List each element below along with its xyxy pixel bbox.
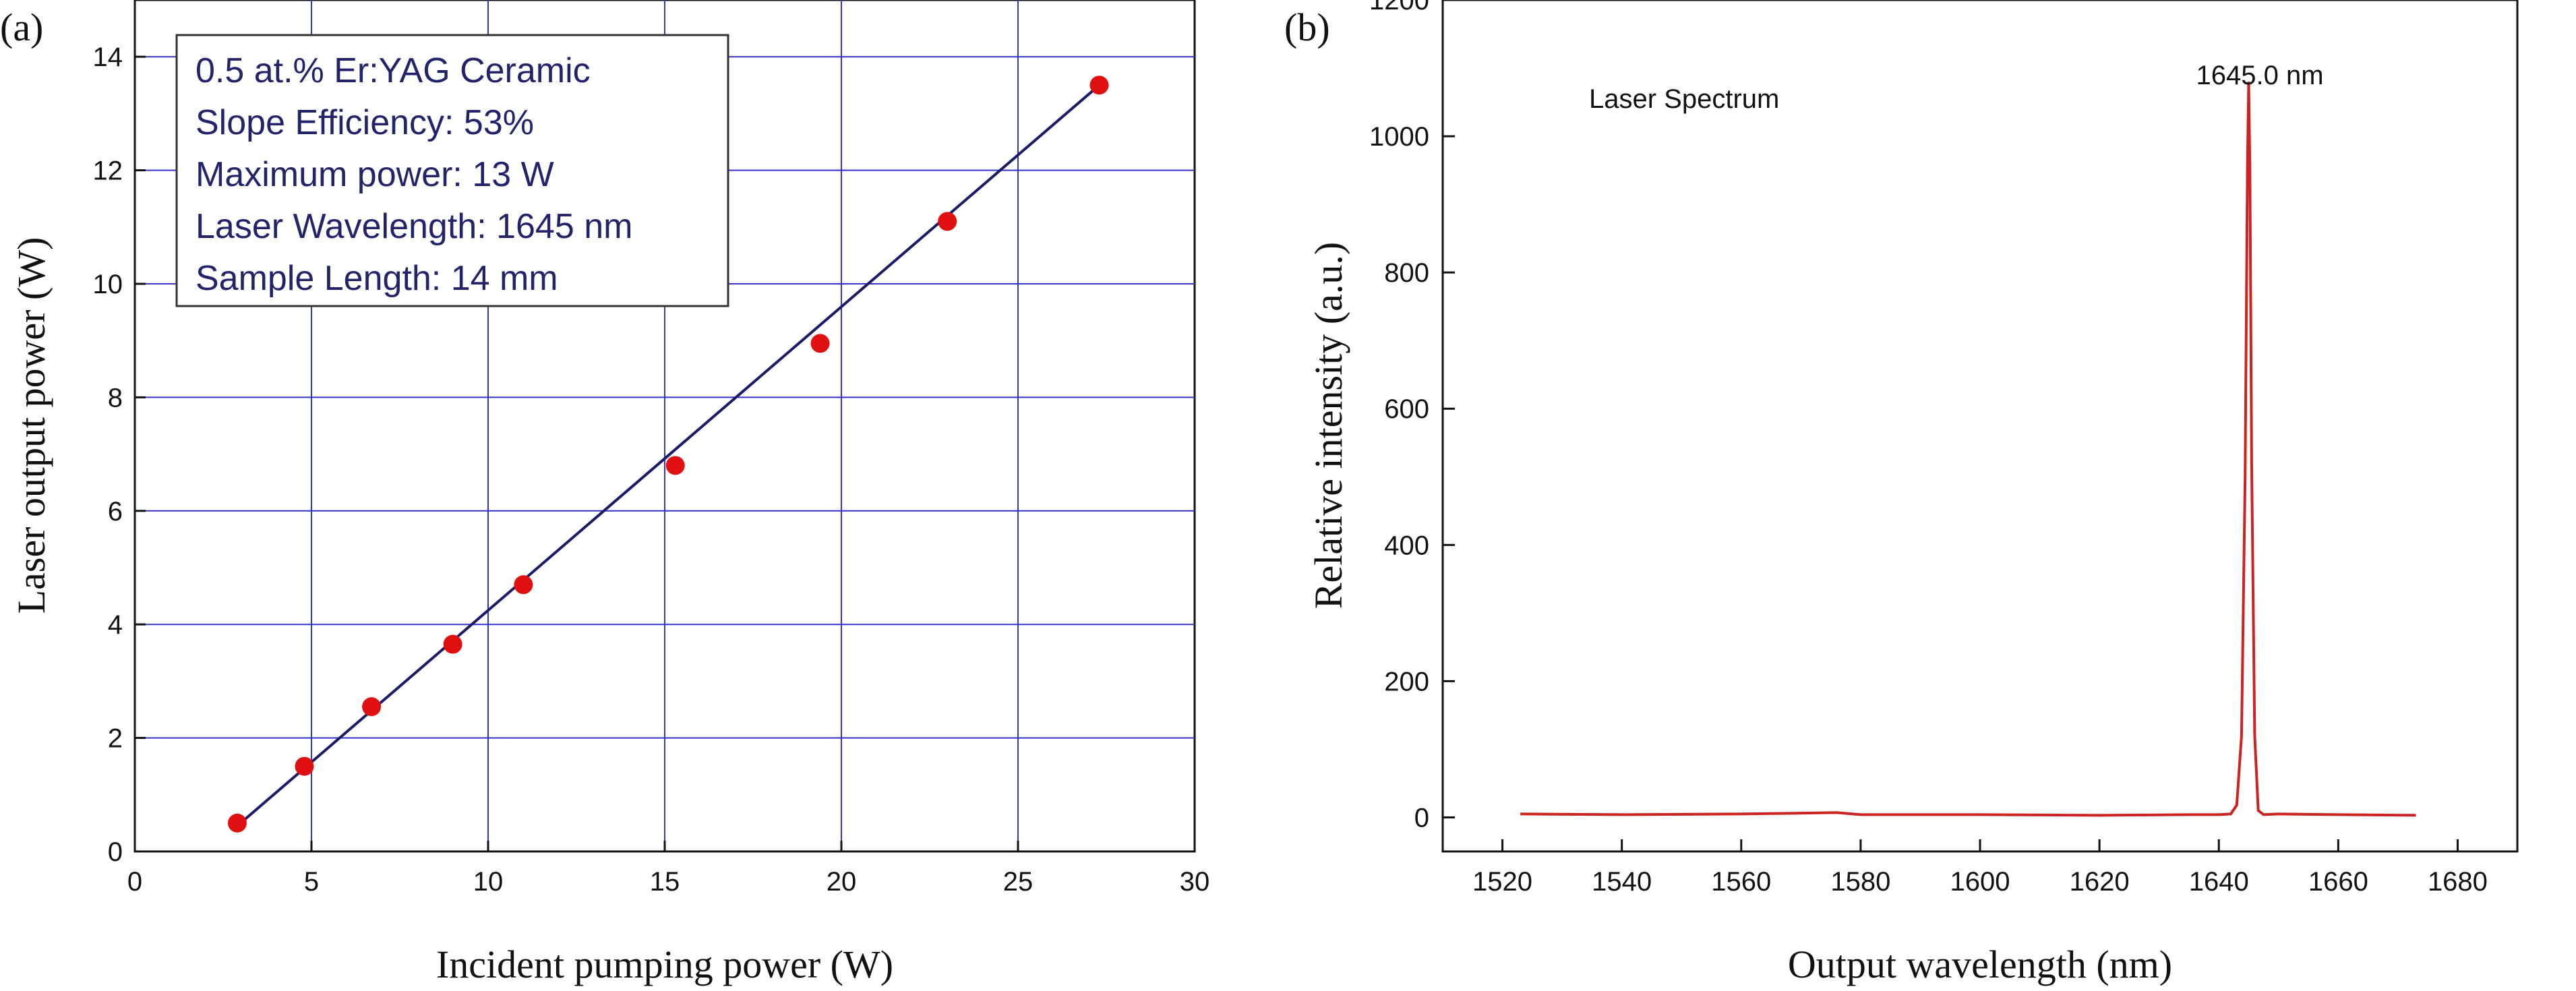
x-tick-label: 0 bbox=[127, 867, 142, 897]
x-tick-label: 1540 bbox=[1592, 867, 1652, 897]
y-tick-label: 200 bbox=[1384, 667, 1429, 696]
x-tick-label: 1640 bbox=[2189, 867, 2249, 897]
y-tick-label: 0 bbox=[1414, 803, 1429, 833]
x-tick-label: 20 bbox=[827, 867, 857, 897]
panel-a-points bbox=[227, 76, 1109, 833]
data-point bbox=[295, 756, 314, 776]
panel-a-x-axis-title: Incident pumping power (W) bbox=[436, 942, 893, 986]
y-tick-label: 12 bbox=[93, 156, 123, 186]
info-box: 0.5 at.% Er:YAG Ceramic Slope Efficiency… bbox=[175, 34, 729, 307]
panel-b-ticks: 1520 1540 1560 1580 1600 1620 1640 1660 1680 0 200… bbox=[1369, 0, 2488, 897]
y-tick-label: 600 bbox=[1384, 394, 1429, 424]
spectrum-line bbox=[1520, 82, 2416, 817]
y-tick-label: 800 bbox=[1384, 258, 1429, 288]
panel-a: (a) 0 5 10 15 20 25 30 0 2 4 6 8 10 12 14 0.5 at.% Er:… bbox=[0, 0, 1209, 986]
y-tick-label: 6 bbox=[108, 497, 123, 527]
y-tick-label: 0 bbox=[108, 837, 123, 867]
x-tick-label: 1660 bbox=[2308, 867, 2368, 897]
peak-label: 1645.0 nm bbox=[2196, 61, 2323, 90]
x-tick-label: 1520 bbox=[1472, 867, 1532, 897]
panel-a-ticks: 0 5 10 15 20 25 30 0 2 4 6 8 10 12 14 bbox=[93, 42, 1210, 897]
y-tick-label: 8 bbox=[108, 383, 123, 413]
x-tick-label: 5 bbox=[304, 867, 319, 897]
data-point bbox=[514, 575, 533, 595]
x-tick-label: 1680 bbox=[2428, 867, 2488, 897]
y-tick-label: 10 bbox=[93, 270, 123, 299]
panel-b-x-axis-title: Output wavelength (nm) bbox=[1788, 942, 2172, 986]
x-tick-label: 10 bbox=[473, 867, 504, 897]
panel-a-label: (a) bbox=[0, 5, 43, 49]
x-tick-label: 15 bbox=[650, 867, 680, 897]
x-tick-label: 25 bbox=[1003, 867, 1034, 897]
data-point bbox=[1089, 76, 1109, 95]
y-tick-label: 4 bbox=[108, 610, 123, 640]
panel-a-y-axis-title: Laser output power (W) bbox=[9, 237, 53, 614]
y-tick-label: 1200 bbox=[1369, 0, 1429, 16]
data-point bbox=[362, 697, 382, 717]
y-tick-label: 2 bbox=[108, 724, 123, 754]
spectrum-title-annotation: Laser Spectrum bbox=[1589, 84, 1779, 114]
x-tick-label: 1600 bbox=[1950, 867, 2010, 897]
info-box-frame bbox=[175, 34, 729, 307]
data-point bbox=[665, 456, 685, 475]
info-line-length: Sample Length: 14 mm bbox=[196, 259, 558, 298]
x-tick-label: 1620 bbox=[2070, 867, 2130, 897]
data-point bbox=[227, 813, 247, 833]
fit-line bbox=[236, 84, 1100, 827]
y-tick-label: 14 bbox=[93, 42, 123, 72]
info-line-max-power: Maximum power: 13 W bbox=[196, 155, 554, 194]
panel-b: (b) 1520 1540 1560 1580 1600 1620 1640 1660 1680… bbox=[1284, 0, 2519, 986]
data-point bbox=[810, 334, 830, 353]
data-point bbox=[443, 634, 462, 654]
data-point bbox=[938, 212, 957, 231]
panel-b-y-axis-title: Relative intensity (a.u.) bbox=[1307, 242, 1350, 609]
x-tick-label: 1580 bbox=[1830, 867, 1890, 897]
y-tick-label: 400 bbox=[1384, 531, 1429, 560]
x-tick-label: 1560 bbox=[1711, 867, 1771, 897]
info-line-slope: Slope Efficiency: 53% bbox=[196, 103, 534, 142]
y-tick-label: 1000 bbox=[1369, 122, 1429, 152]
info-line-material: 0.5 at.% Er:YAG Ceramic bbox=[196, 51, 591, 90]
info-line-wavelength: Laser Wavelength: 1645 nm bbox=[196, 207, 632, 246]
x-tick-label: 30 bbox=[1180, 867, 1210, 897]
panel-b-plot-area bbox=[1441, 0, 2519, 853]
panel-b-label: (b) bbox=[1284, 5, 1330, 49]
